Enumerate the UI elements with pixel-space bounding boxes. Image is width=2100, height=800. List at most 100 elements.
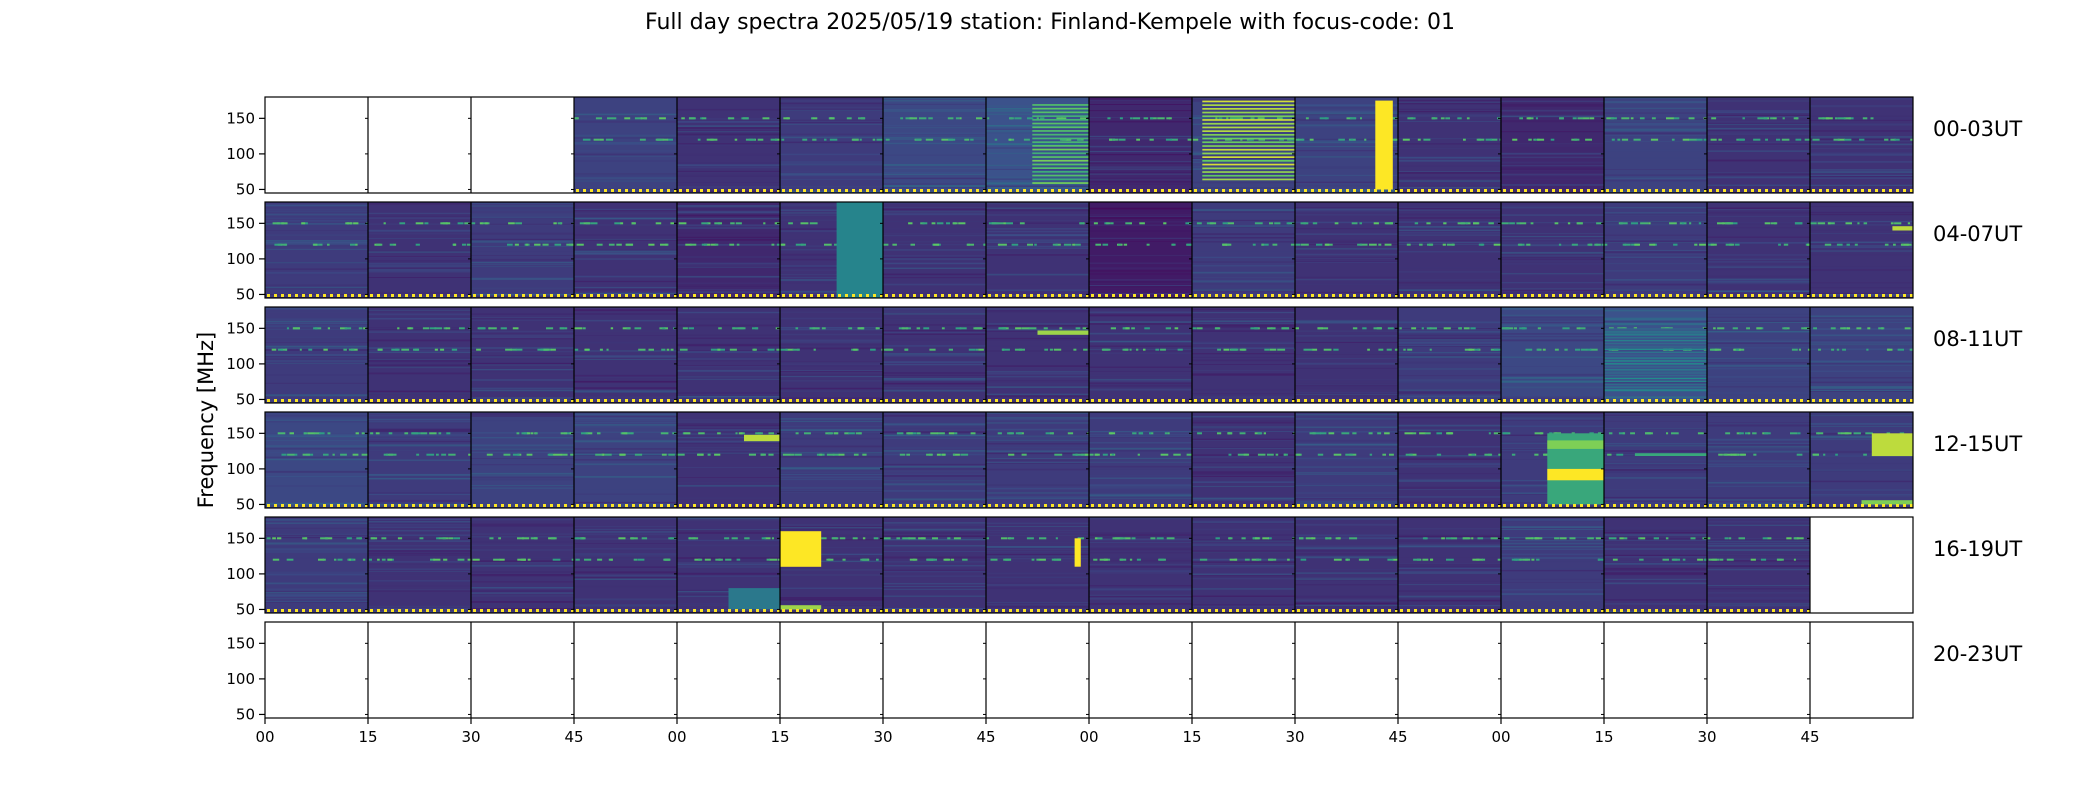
texture-line [677, 365, 780, 368]
baseline-dot [1875, 504, 1878, 507]
texture-line [1810, 174, 1913, 177]
carrier-dot [1283, 453, 1287, 456]
baseline-dot [906, 609, 909, 612]
texture-line [1295, 244, 1398, 245]
baseline-dot [1154, 294, 1157, 297]
baseline-dot [1194, 294, 1197, 297]
baseline-dot [1278, 189, 1281, 192]
texture-line [1604, 324, 1707, 326]
texture-line [574, 212, 677, 215]
texture-line [780, 420, 883, 423]
texture-line [471, 561, 574, 563]
texture-line [1192, 528, 1295, 531]
carrier-dot [1812, 453, 1819, 456]
baseline-dot [337, 504, 340, 507]
texture-line [883, 127, 986, 129]
texture-line [883, 565, 986, 567]
texture-line [1604, 221, 1707, 223]
texture-line [1810, 319, 1913, 321]
carrier-dot [1818, 117, 1825, 120]
texture-line [780, 574, 883, 576]
burst-stripe [1202, 108, 1295, 110]
carrier-dot [1763, 432, 1771, 435]
baseline-dot [1292, 189, 1295, 192]
burst-stripe [1032, 126, 1089, 129]
baseline-dot [1297, 189, 1300, 192]
texture-line [265, 204, 368, 207]
carrier-dot [479, 222, 483, 225]
texture-line [471, 241, 574, 243]
carrier-dot [507, 243, 513, 246]
texture-line [1089, 262, 1192, 264]
carrier-dot [1279, 138, 1284, 141]
texture-line [1810, 130, 1913, 132]
texture-line [1192, 475, 1295, 477]
texture-line [780, 317, 883, 320]
baseline-dot [384, 294, 387, 297]
baseline-dot [660, 294, 663, 297]
baseline-dot [1395, 504, 1398, 507]
texture-line [265, 248, 368, 250]
baseline-dot [1819, 294, 1822, 297]
baseline-dot [1896, 189, 1899, 192]
texture-line [780, 587, 883, 589]
texture-line [1501, 356, 1604, 358]
texture-line [780, 374, 883, 376]
baseline-dot [1271, 609, 1274, 612]
carrier-dot [489, 537, 494, 540]
baseline-dot [1112, 189, 1115, 192]
row-00-03UT [265, 97, 1913, 193]
baseline-dot [468, 399, 471, 402]
baseline-dot [1620, 189, 1623, 192]
baseline-dot [824, 609, 827, 612]
carrier-dot [706, 138, 714, 141]
texture-line [574, 374, 677, 377]
carrier-dot [426, 453, 435, 456]
carrier-dot [1586, 348, 1592, 351]
texture-line [1501, 293, 1604, 295]
carrier-dot [732, 327, 735, 330]
texture-line [1295, 228, 1398, 230]
texture-line [368, 421, 471, 424]
texture-line [1295, 395, 1398, 397]
baseline-dot [646, 399, 649, 402]
texture-line [1089, 153, 1192, 156]
carrier-dot [557, 222, 562, 225]
texture-line [1089, 545, 1192, 548]
spectrum-panel [677, 517, 788, 613]
carrier-dot [1423, 138, 1431, 141]
texture-line [471, 277, 574, 280]
carrier-dot [1053, 348, 1062, 351]
carrier-dot [1694, 243, 1698, 246]
carrier-dot [1215, 537, 1220, 540]
baseline-dot [831, 504, 834, 507]
texture-line [883, 183, 986, 186]
baseline-dot [639, 609, 642, 612]
texture-line [1192, 241, 1295, 243]
burst-stripe [1202, 119, 1295, 121]
baseline-dot [707, 189, 710, 192]
texture-line [1295, 319, 1398, 321]
carrier-dot [1038, 558, 1046, 561]
carrier-dot [781, 138, 785, 141]
panel-background [1089, 412, 1192, 508]
carrier-dot [1160, 348, 1166, 351]
baseline-dot [742, 609, 745, 612]
y-tick-label: 150 [226, 424, 255, 442]
texture-line [986, 380, 1089, 382]
spectrum-panel [1089, 202, 1193, 298]
texture-line [677, 205, 780, 208]
baseline-dot [721, 189, 724, 192]
carrier-dot [375, 432, 380, 435]
baseline-dot [686, 294, 689, 297]
texture-line [471, 203, 574, 204]
carrier-dot [1001, 537, 1008, 540]
baseline-dot [1758, 189, 1761, 192]
carrier-dot [337, 558, 343, 561]
carrier-dot [1782, 117, 1785, 120]
baseline-dot [281, 504, 284, 507]
baseline-dot [927, 294, 930, 297]
texture-line [1089, 314, 1192, 317]
texture-line [471, 446, 574, 448]
baseline-dot [391, 609, 394, 612]
